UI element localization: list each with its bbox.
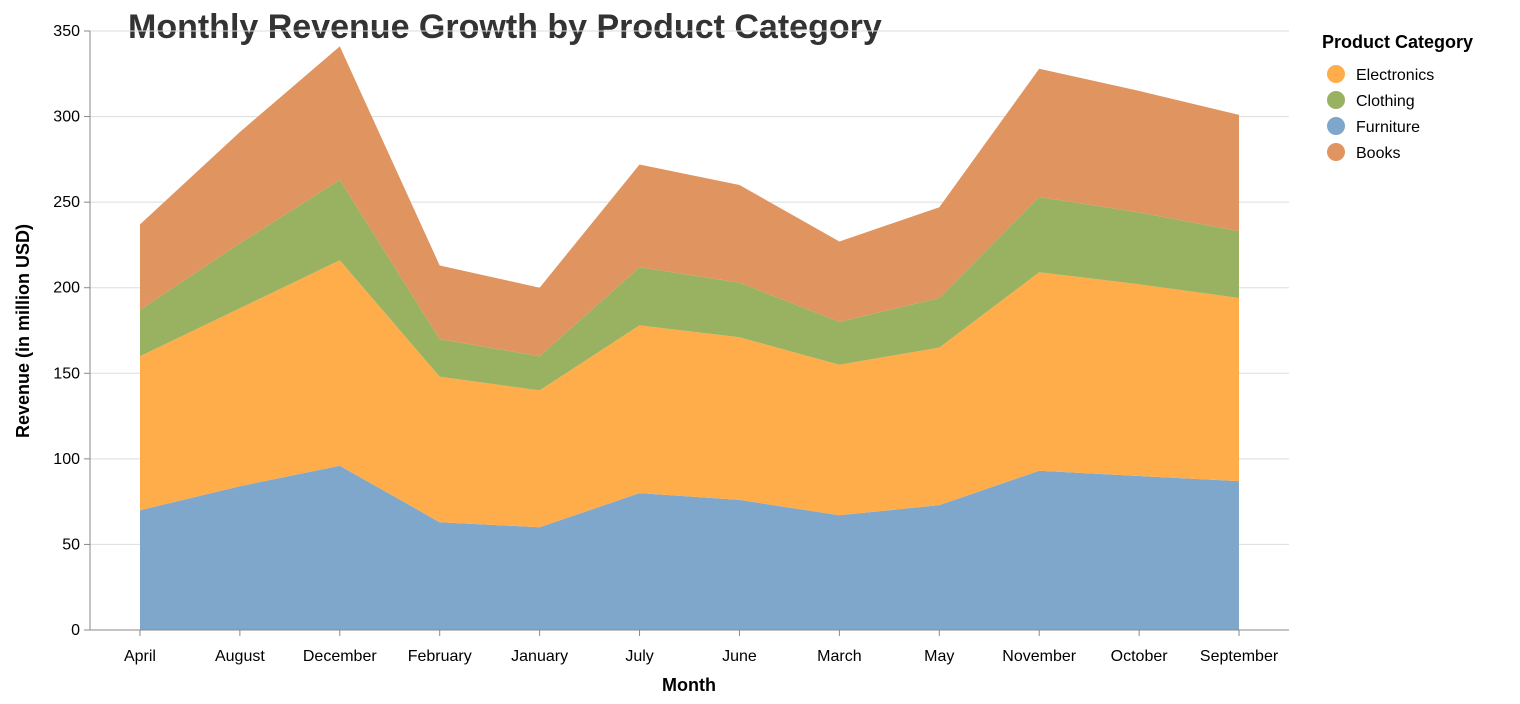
axes: 0 50 100 150 200 250 300 350 April August December…: [53, 23, 1289, 665]
y-tick-label: 50: [62, 536, 80, 553]
legend: Product Category Electronics Clothing Furn…: [1322, 32, 1473, 162]
x-tick-label: September: [1200, 648, 1279, 665]
chart-title: Monthly Revenue Growth by Product Catego…: [128, 8, 882, 46]
x-tick-label: October: [1111, 648, 1169, 665]
y-tick-label: 100: [53, 451, 80, 468]
x-tick-label: June: [722, 648, 757, 665]
y-tick-label: 150: [53, 365, 80, 382]
x-axis-title: Month: [662, 675, 716, 695]
x-tick-label: August: [215, 648, 265, 665]
y-tick-label: 300: [53, 109, 80, 126]
x-tick-label: May: [924, 648, 954, 665]
area-books: [140, 46, 1239, 357]
area-furniture: [140, 465, 1239, 630]
x-tick-label: March: [817, 648, 861, 665]
x-tick-label: February: [408, 648, 472, 665]
y-tick-label: 0: [71, 622, 80, 639]
area-layers: [140, 46, 1239, 630]
x-tick-label: January: [511, 648, 568, 665]
legend-symbol-clothing: [1327, 91, 1345, 109]
legend-label-books: Books: [1356, 145, 1400, 162]
x-tick-label: November: [1002, 648, 1076, 665]
legend-symbol-electronics: [1327, 65, 1345, 83]
legend-title: Product Category: [1322, 32, 1473, 52]
y-tick-label: 250: [53, 194, 80, 211]
area-clothing: [140, 179, 1239, 391]
x-tick-label: December: [303, 648, 377, 665]
x-tick-label: April: [124, 648, 156, 665]
legend-symbol-books: [1327, 143, 1345, 161]
area-electronics: [140, 260, 1239, 528]
y-tick-label: 350: [53, 23, 80, 40]
y-axis-title: Revenue (in million USD): [13, 224, 33, 438]
legend-symbol-furniture: [1327, 117, 1345, 135]
legend-label-electronics: Electronics: [1356, 67, 1434, 84]
legend-label-clothing: Clothing: [1356, 93, 1415, 110]
x-tick-label: July: [625, 648, 653, 665]
y-tick-label: 200: [53, 280, 80, 297]
legend-label-furniture: Furniture: [1356, 119, 1420, 136]
